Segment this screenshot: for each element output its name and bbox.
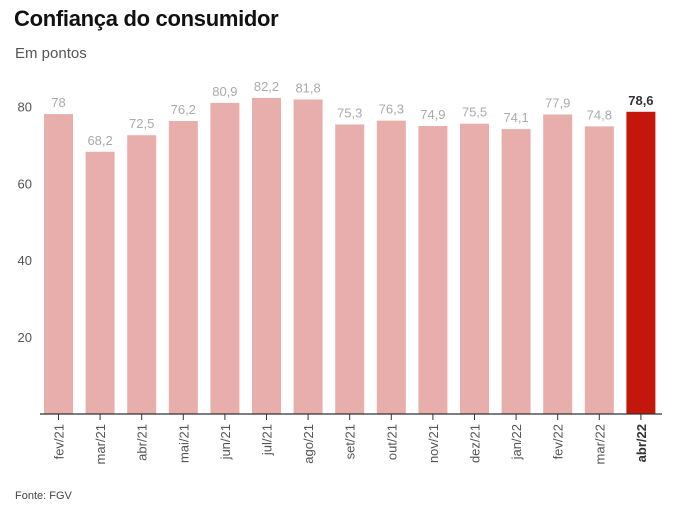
bar-value-label: 78,6 [628, 93, 653, 108]
bar-value-label: 74,9 [420, 107, 445, 122]
x-tick-label: jul/21 [260, 424, 275, 456]
bar [376, 120, 406, 415]
bar [210, 102, 240, 414]
y-tick-label: 60 [18, 176, 32, 191]
bar [44, 114, 73, 414]
x-tick-label: mai/21 [176, 424, 191, 463]
bar [543, 114, 573, 415]
x-tick-label: abr/21 [135, 424, 150, 461]
bar-value-label: 78 [51, 95, 65, 110]
bar-value-label: 81,8 [295, 80, 320, 95]
bar [460, 123, 489, 414]
bar [418, 126, 448, 415]
bar-value-label: 82,2 [254, 79, 279, 94]
bar [85, 151, 115, 414]
bar [127, 135, 157, 415]
x-tick-label: nov/21 [426, 424, 441, 463]
y-tick-label: 20 [18, 330, 32, 345]
bar-value-label: 68,2 [87, 133, 112, 148]
bar [626, 111, 656, 415]
x-tick-label: out/21 [384, 424, 399, 460]
bar [293, 99, 323, 414]
bar-value-label: 74,1 [503, 110, 528, 125]
x-tick-label: jun/21 [218, 424, 233, 460]
x-tick-label: ago/21 [301, 424, 316, 464]
y-tick-label: 40 [18, 253, 32, 268]
x-tick-label: mar/21 [93, 424, 108, 464]
bar [335, 124, 365, 414]
bar [584, 126, 614, 415]
bar-value-label: 76,3 [379, 102, 404, 117]
bar [501, 129, 531, 414]
x-tick-label: mar/22 [592, 424, 607, 464]
x-tick-label: dez/21 [468, 424, 483, 463]
x-tick-label: jan/22 [509, 424, 524, 460]
bar-value-label: 77,9 [545, 95, 570, 110]
x-tick-label: abr/22 [634, 424, 649, 462]
bar-value-label: 75,3 [337, 105, 362, 120]
bar-value-label: 80,9 [212, 84, 237, 99]
x-tick-label: set/21 [343, 424, 358, 459]
x-tick-label: fev/21 [52, 424, 67, 459]
bar-value-label: 72,5 [129, 116, 154, 131]
source-note: Fonte: FGV [15, 490, 72, 502]
bar-value-label: 75,5 [462, 105, 487, 120]
bar [168, 121, 198, 415]
bar-value-label: 74,8 [587, 107, 612, 122]
y-tick-label: 80 [18, 99, 32, 114]
bar [252, 97, 281, 414]
chart-title: Confiança do consumidor [14, 6, 279, 31]
chart-subtitle: Em pontos [15, 45, 87, 62]
bar-value-label: 76,2 [171, 102, 196, 117]
x-tick-label: fev/22 [551, 424, 566, 459]
